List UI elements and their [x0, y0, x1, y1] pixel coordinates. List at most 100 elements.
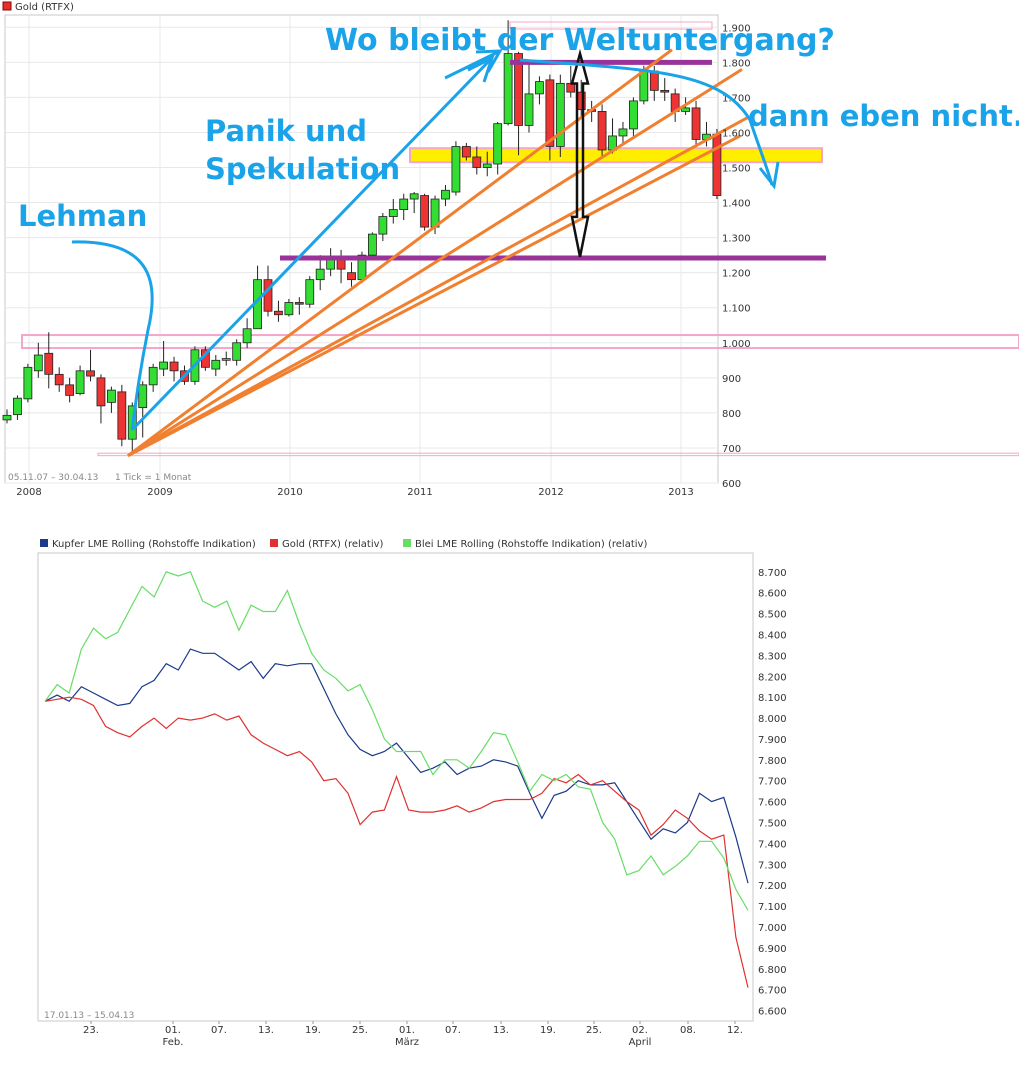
- annotation-panik-line1: Panik und: [205, 114, 367, 148]
- comparison-y-tick-label: 8.700: [758, 568, 787, 579]
- comparison-x-tick-label: 13.: [493, 1025, 509, 1036]
- candle-body: [618, 128, 628, 137]
- candle-body: [138, 384, 148, 409]
- series-line-blei: [44, 571, 749, 911]
- candle-body: [242, 328, 252, 344]
- candle-body: [347, 272, 356, 281]
- comparison-x-tick-label: 07.: [445, 1025, 461, 1036]
- gold-y-tick-label: 1.200: [722, 269, 751, 280]
- candle-body: [65, 384, 75, 396]
- candle-body: [75, 370, 85, 395]
- comparison-y-tick-label: 6.900: [758, 944, 787, 955]
- candle-body: [294, 302, 304, 305]
- gold-date-range: 05.11.07 – 30.04.13: [8, 473, 98, 483]
- annotation-panik-line2: Spekulation: [205, 152, 400, 186]
- comparison-y-tick-label: 7.000: [758, 923, 787, 934]
- candle-body: [555, 82, 565, 147]
- comparison-x-tick-label: 01.: [399, 1025, 415, 1036]
- comparison-y-tick-label: 6.600: [758, 1007, 787, 1018]
- decline-arrowhead: [758, 161, 780, 190]
- candle-body: [399, 198, 409, 210]
- comparison-y-tick-label: 7.700: [758, 777, 787, 788]
- candle-body: [367, 233, 377, 256]
- comparison-x-tick-label: 19.: [540, 1025, 556, 1036]
- trend-line: [127, 134, 741, 457]
- candle-body: [388, 209, 398, 217]
- range-double-arrow: [570, 48, 590, 258]
- support-band-680: [97, 452, 1019, 457]
- gold-y-tick-label: 1.600: [722, 128, 751, 139]
- comparison-y-tick-label: 7.200: [758, 881, 787, 892]
- comparison-plot-frame: [37, 552, 754, 1022]
- comparison-y-tick-label: 7.500: [758, 819, 787, 830]
- candle-body: [86, 370, 95, 377]
- gold-y-tick-label: 1.700: [722, 93, 751, 104]
- comparison-legend: Kupfer LME Rolling (Rohstoffe Indikation…: [40, 539, 647, 550]
- gold-y-tick-label: 700: [722, 444, 741, 455]
- comparison-x-tick-label: 19.: [305, 1025, 321, 1036]
- candle-body: [681, 107, 690, 112]
- candle-body: [649, 70, 659, 91]
- weltuntergang-arrow-line: [444, 50, 499, 80]
- annotation-dann: dann eben nicht..: [748, 99, 1019, 133]
- gold-y-ticks: 600 700 800 900 1.000 1.100 1.200 1.300 1.400 1.5…: [722, 23, 751, 490]
- comparison-month-label: März: [395, 1037, 419, 1048]
- candle-body: [2, 414, 12, 421]
- comparison-y-ticks: 6.600 6.700 6.800 6.900 7.000 7.100 7.200 7.300…: [758, 568, 787, 1018]
- comparison-y-tick-label: 7.900: [758, 735, 787, 746]
- gold-y-tick-label: 800: [722, 409, 741, 420]
- gold-y-tick-label: 1.300: [722, 234, 751, 245]
- candle-body: [148, 366, 158, 386]
- candle-body: [13, 397, 22, 416]
- legend-blei-label: Blei LME Rolling (Rohstoffe Indikation) …: [415, 539, 647, 550]
- support-band-1000: [21, 334, 1019, 350]
- legend-kupfer-swatch: [40, 539, 48, 547]
- comparison-grid: [90, 1021, 736, 1024]
- comparison-x-tick-label: 01.: [165, 1025, 181, 1036]
- candle-body: [712, 133, 722, 196]
- series-line-kupfer: [44, 648, 749, 884]
- comparison-x-tick-label: 23.: [83, 1025, 99, 1036]
- comparison-y-tick-label: 7.600: [758, 798, 787, 809]
- gold-grid: [5, 15, 718, 484]
- candle-body: [420, 195, 430, 228]
- gold-chart: 600 700 800 900 1.000 1.100 1.200 1.300 1.400 1.5…: [2, 1, 1019, 498]
- comparison-x-tick-label: 07.: [211, 1025, 227, 1036]
- gold-x-tick-label: 2012: [538, 487, 563, 498]
- candle-body: [169, 361, 179, 372]
- candle-body: [566, 82, 576, 93]
- legend-gold-label: Gold (RTFX) (relativ): [282, 539, 384, 550]
- comparison-y-tick-label: 7.100: [758, 902, 787, 913]
- candle-body: [545, 79, 555, 147]
- candle-body: [660, 89, 670, 93]
- candle-body: [232, 342, 242, 361]
- candle-body: [33, 354, 43, 372]
- comparison-y-tick-label: 8.000: [758, 714, 787, 725]
- gold-x-ticks: 2008 2009 2010 2011 2012 2013: [16, 487, 693, 498]
- gold-x-tick-label: 2013: [668, 487, 693, 498]
- annotation-arrows: [71, 49, 780, 432]
- legend-blei-swatch: [403, 539, 411, 547]
- candle-body: [441, 189, 450, 200]
- legend-kupfer-label: Kupfer LME Rolling (Rohstoffe Indikation…: [52, 539, 256, 550]
- candle-body: [378, 216, 388, 235]
- candle-body: [23, 366, 33, 400]
- candle-body: [493, 123, 503, 165]
- comparison-lines: [44, 571, 749, 988]
- comparison-x-tick-label: 08.: [680, 1025, 696, 1036]
- gold-x-tick-label: 2008: [16, 487, 41, 498]
- gold-tick-info: 1 Tick = 1 Monat: [115, 473, 192, 483]
- comparison-y-tick-label: 8.400: [758, 630, 787, 641]
- candle-body: [482, 163, 492, 168]
- weltuntergang-arrowhead: [475, 49, 503, 73]
- candle-body: [629, 100, 638, 130]
- top-band-1900: [509, 21, 713, 30]
- comparison-y-tick-label: 8.100: [758, 693, 787, 704]
- legend-gold-swatch: [270, 539, 278, 547]
- candle-body: [211, 359, 221, 370]
- candle-body: [274, 310, 283, 316]
- comparison-x-tick-label: 02.: [632, 1025, 648, 1036]
- comparison-y-tick-label: 7.400: [758, 839, 787, 850]
- comparison-x-tick-label: 25.: [586, 1025, 602, 1036]
- comparison-y-tick-label: 7.300: [758, 860, 787, 871]
